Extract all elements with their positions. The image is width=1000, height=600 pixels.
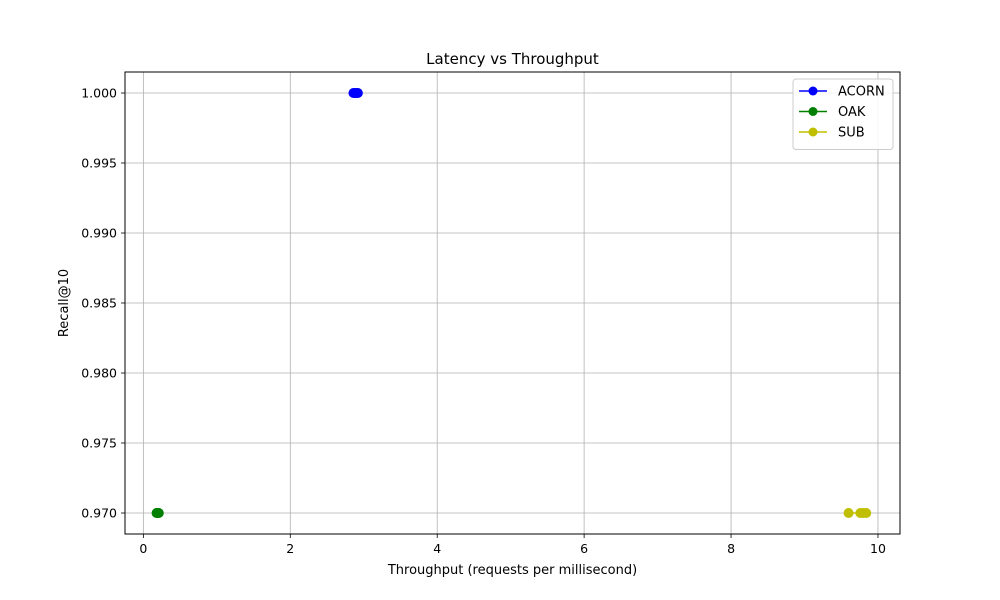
y-tick-label: 0.985 (81, 296, 117, 311)
x-tick-label: 4 (433, 541, 441, 556)
legend-marker (808, 107, 818, 116)
y-tick-label: 0.990 (81, 226, 117, 241)
series-oak (151, 508, 164, 518)
data-point (861, 508, 872, 518)
x-axis: 0 2 4 6 8 10 (139, 534, 886, 556)
legend-marker (808, 127, 818, 137)
series-sub (843, 508, 872, 518)
series-layer (151, 88, 872, 518)
data-point (843, 508, 854, 518)
legend: ACORN OAK SUB (792, 78, 894, 150)
legend-marker (808, 86, 818, 96)
legend-label: OAK (838, 105, 866, 120)
legend-item-acorn: ACORN (799, 85, 885, 100)
legend-label: ACORN (838, 85, 885, 100)
x-tick-label: 6 (580, 541, 588, 556)
legend-item-sub: SUB (799, 126, 865, 141)
y-axis: 0.970 0.975 0.980 0.985 0.990 0.995 1.000 (81, 86, 125, 521)
chart-title: Latency vs Throughput (426, 50, 599, 68)
legend-item-oak: OAK (799, 105, 866, 120)
x-axis-label: Throughput (requests per millisecond) (387, 563, 637, 578)
data-point (153, 508, 164, 518)
y-tick-label: 0.970 (81, 506, 117, 521)
series-acorn (348, 88, 363, 98)
y-tick-label: 1.000 (81, 86, 117, 101)
y-tick-label: 0.980 (81, 366, 117, 381)
y-tick-label: 0.995 (81, 156, 117, 171)
x-tick-label: 8 (727, 541, 735, 556)
data-point (352, 88, 363, 98)
legend-label: SUB (838, 126, 865, 141)
x-tick-label: 10 (870, 541, 886, 556)
grid (125, 72, 900, 534)
x-tick-label: 0 (139, 541, 147, 556)
y-tick-label: 0.975 (81, 436, 117, 451)
y-axis-label: Recall@10 (57, 269, 72, 337)
x-tick-label: 2 (286, 541, 294, 556)
